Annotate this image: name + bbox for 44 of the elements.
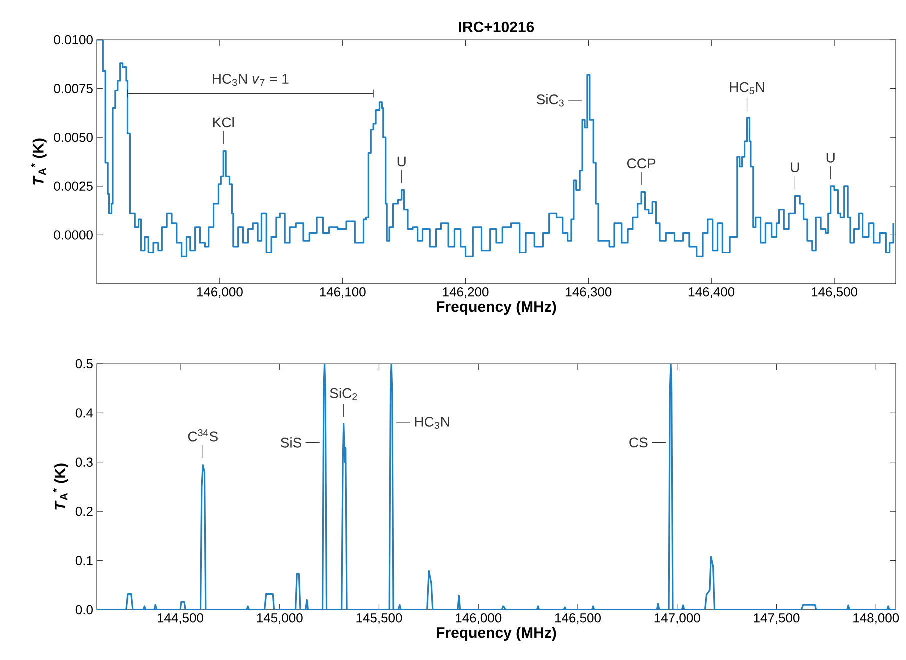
x-tick-label: 148,000 [854,614,900,624]
annotation: U [398,156,406,167]
x-tick-label: 146,300 [566,288,612,298]
x-tick-label: 146,500 [812,288,858,298]
x-tick-label: 146,500 [555,614,601,624]
annotation: CCP [627,158,656,169]
y-tick-label: 0.0025 [54,182,93,191]
annotation: SiS [281,438,302,448]
annotation: U [826,152,835,163]
series-label: HC$_{3}$N v$_{7}$ = 1 [213,74,289,86]
y-tick-label: 0.4 [76,408,94,418]
y-tick-label: 0.0075 [54,84,93,94]
y-axis-title: T$_{A}$$^{*}$ (K) [52,464,69,510]
y-tick-label: 0.2 [76,506,93,516]
line-series [97,364,896,610]
x-tick-label: 146,400 [689,288,735,298]
y-tick-label: 0.0000 [54,230,93,240]
x-tick-label: 145,000 [257,614,303,624]
annotation: C$^{34}$S [188,430,218,442]
annotation: HC$_{3}$N [415,417,450,430]
y-tick-label: 0.5 [76,359,93,369]
x-tick-label: 144,500 [158,614,204,624]
x-tick-label: 146,100 [320,288,366,298]
x-tick-label: 146,000 [197,288,243,298]
x-tick-label: 147,500 [754,614,800,624]
x-tick-label: 146,200 [443,288,489,298]
x-axis-title: Frequency (MHz) [437,301,556,316]
y-tick-label: 0.0050 [54,132,93,142]
y-tick-label: 0.0 [76,605,93,615]
annotation: CS [630,438,648,448]
y-tick-label: 0.1 [76,556,93,566]
x-tick-label: 145,500 [356,614,402,624]
chart-title: IRC+10216 [459,22,534,32]
y-axis-title: T$_{A}$$^{*}$ (K) [31,138,47,185]
y-tick-label: 0.0100 [54,35,93,45]
annotation: SiC$_{2}$ [330,388,358,400]
annotation: U [791,162,800,173]
annotation: SiC$_{3}$ [536,94,564,107]
x-tick-label: 147,000 [654,614,700,624]
x-tick-label: 146,000 [456,614,502,624]
y-tick-label: 0.3 [76,458,93,467]
annotation: KCl [213,117,234,128]
x-axis-title: Frequency (MHz) [437,627,556,642]
annotation: HC$_{5}$N [730,82,764,94]
